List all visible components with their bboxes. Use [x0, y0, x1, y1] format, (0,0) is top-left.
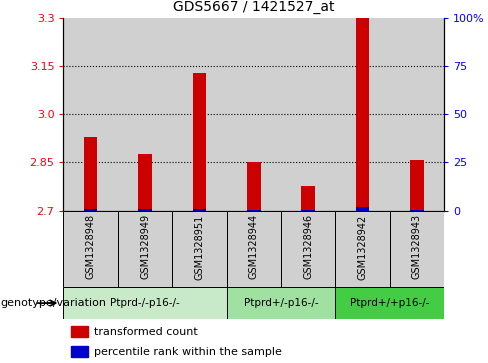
Bar	[226, 287, 335, 319]
Bar	[71, 346, 88, 357]
Bar	[281, 18, 335, 211]
Bar	[335, 18, 390, 211]
Bar	[247, 162, 261, 211]
Bar	[84, 209, 98, 211]
Bar	[356, 18, 369, 211]
Bar	[172, 18, 226, 211]
Bar	[193, 73, 206, 211]
Bar	[302, 187, 315, 211]
Text: GSM1328946: GSM1328946	[303, 214, 313, 280]
Bar	[335, 287, 444, 319]
Bar	[247, 209, 261, 211]
Bar	[356, 207, 369, 211]
Bar	[172, 211, 226, 287]
Bar	[63, 18, 118, 211]
Text: genotype/variation: genotype/variation	[0, 298, 106, 308]
Bar	[138, 209, 152, 211]
Text: GSM1328948: GSM1328948	[85, 214, 96, 280]
Bar	[410, 160, 424, 211]
Text: transformed count: transformed count	[94, 327, 198, 337]
Text: percentile rank within the sample: percentile rank within the sample	[94, 347, 282, 357]
Bar	[193, 209, 206, 211]
Bar	[118, 18, 172, 211]
Bar	[226, 211, 281, 287]
Bar	[118, 211, 172, 287]
Bar	[410, 209, 424, 211]
Bar	[390, 18, 444, 211]
Text: GSM1328949: GSM1328949	[140, 214, 150, 280]
Bar	[281, 211, 335, 287]
Bar	[302, 209, 315, 211]
Text: GSM1328943: GSM1328943	[412, 214, 422, 280]
Bar	[138, 154, 152, 211]
Text: GSM1328951: GSM1328951	[194, 214, 204, 280]
Title: GDS5667 / 1421527_at: GDS5667 / 1421527_at	[173, 0, 334, 15]
Text: GSM1328942: GSM1328942	[358, 214, 367, 280]
Bar	[84, 137, 98, 211]
Text: Ptprd-/-p16-/-: Ptprd-/-p16-/-	[110, 298, 180, 308]
Bar	[390, 211, 444, 287]
Bar	[335, 211, 390, 287]
Bar	[71, 326, 88, 338]
Text: Ptprd+/-p16-/-: Ptprd+/-p16-/-	[244, 298, 318, 308]
Text: Ptprd+/+p16-/-: Ptprd+/+p16-/-	[350, 298, 429, 308]
Text: GSM1328944: GSM1328944	[249, 214, 259, 280]
Bar	[226, 18, 281, 211]
Bar	[63, 211, 118, 287]
Bar	[63, 287, 226, 319]
